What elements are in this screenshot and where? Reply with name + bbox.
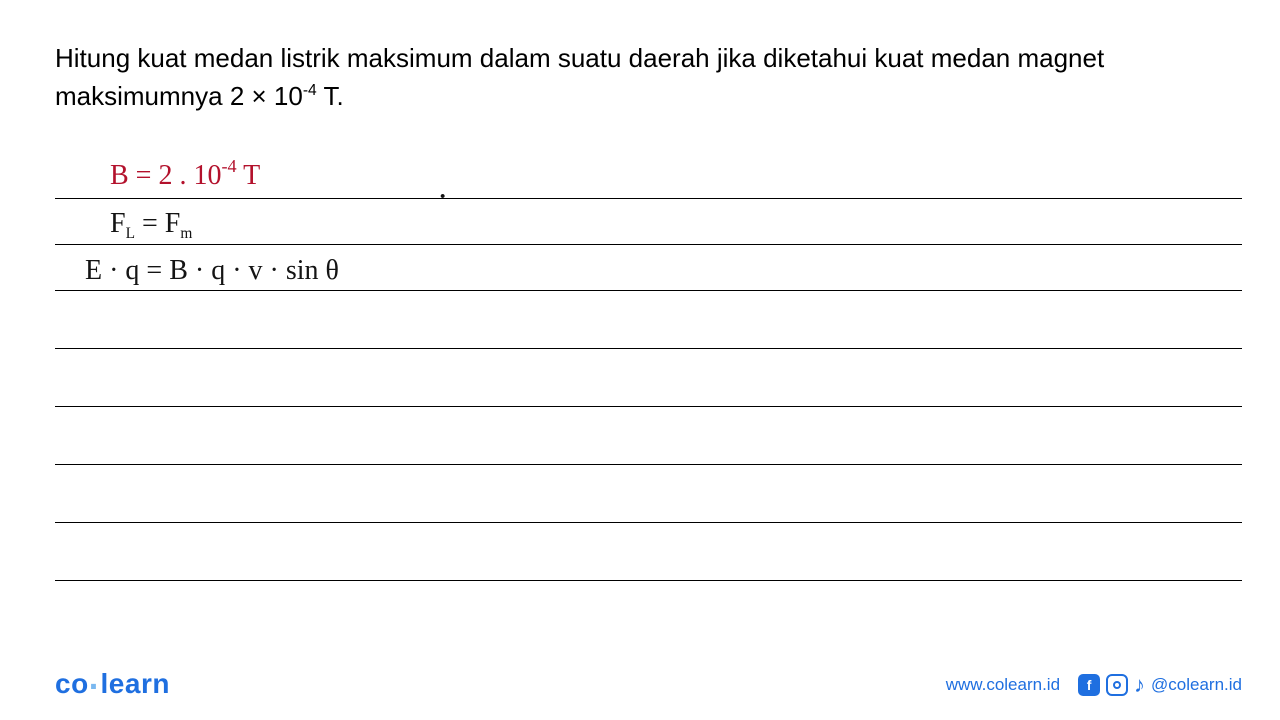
hw-r1-post: T (237, 160, 261, 191)
rule-line (55, 244, 1242, 245)
hw-r3-text: E · q = B · q · v · sin θ (85, 255, 339, 286)
logo-co: co (55, 668, 89, 699)
tiktok-icon: ♪ (1134, 674, 1145, 696)
question-line1: Hitung kuat medan listrik maksimum dalam… (55, 43, 1104, 73)
hw-row-3: E · q = B · q · v · sin θ (85, 255, 339, 287)
footer-right: www.colearn.id f ♪ @colearn.id (946, 674, 1242, 696)
hw-r1-exp: -4 (221, 156, 236, 176)
hw-r2-msub: m (180, 225, 192, 242)
facebook-icon: f (1078, 674, 1100, 696)
hw-row-1: B = 2 . 10-4 T (110, 160, 260, 192)
rule-line (55, 580, 1242, 581)
rule-line (55, 198, 1242, 199)
hw-row-2: FL = Fm (110, 208, 192, 240)
question-exponent: -4 (303, 82, 317, 99)
rule-line (55, 290, 1242, 291)
rule-line (55, 522, 1242, 523)
logo-dot-icon: · (89, 668, 101, 706)
rule-line (55, 464, 1242, 465)
question-line2-pre: maksimumnya 2 × 10 (55, 81, 303, 111)
hw-r1-main: B = 2 . 10 (110, 160, 221, 191)
footer-url: www.colearn.id (946, 675, 1060, 695)
rule-line (55, 348, 1242, 349)
page: Hitung kuat medan listrik maksimum dalam… (0, 0, 1280, 720)
hw-dot: · (437, 178, 448, 216)
question-line2-post: T. (317, 81, 344, 111)
logo-learn: learn (101, 668, 170, 699)
social-icons: f ♪ @colearn.id (1078, 674, 1242, 696)
hw-r2-Lsub: L (126, 225, 135, 242)
rule-line (55, 406, 1242, 407)
hw-r2-F2: F (165, 208, 181, 239)
instagram-inner-icon (1113, 681, 1121, 689)
instagram-icon (1106, 674, 1128, 696)
footer-handle: @colearn.id (1151, 675, 1242, 695)
question-text: Hitung kuat medan listrik maksimum dalam… (55, 40, 1240, 115)
footer: co·learn www.colearn.id f ♪ @colearn.id (55, 668, 1242, 700)
hw-r2-eq: = (135, 208, 165, 239)
hw-r2-F: F (110, 208, 126, 239)
brand-logo: co·learn (55, 668, 170, 699)
